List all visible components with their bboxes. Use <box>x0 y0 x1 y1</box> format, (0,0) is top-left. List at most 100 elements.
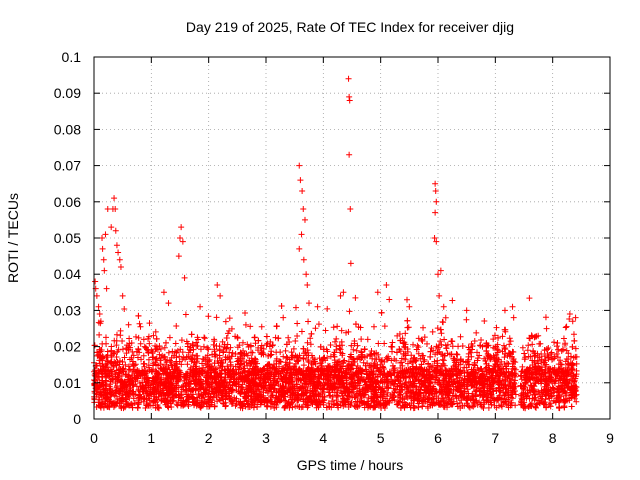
data-point <box>211 403 218 410</box>
data-point <box>573 367 580 374</box>
data-point <box>266 343 273 350</box>
data-point <box>427 353 434 360</box>
data-point <box>376 399 383 406</box>
data-point <box>308 330 315 337</box>
data-point <box>242 376 249 383</box>
data-point <box>381 365 388 372</box>
data-point <box>340 360 347 367</box>
data-point <box>143 396 150 403</box>
data-point <box>233 376 240 383</box>
data-point <box>410 394 417 401</box>
data-point <box>289 378 296 385</box>
data-point <box>163 399 170 406</box>
data-point <box>440 377 447 384</box>
data-point <box>123 396 130 403</box>
data-point <box>230 366 237 373</box>
data-point <box>273 357 280 364</box>
data-point <box>434 325 441 332</box>
data-point <box>563 376 570 383</box>
data-point <box>119 366 126 373</box>
data-point <box>289 404 296 411</box>
data-point <box>277 397 284 404</box>
data-point <box>145 374 152 381</box>
data-point <box>194 381 201 388</box>
data-point <box>216 371 223 378</box>
data-point <box>359 390 366 397</box>
data-point <box>364 353 371 360</box>
data-point <box>456 383 463 390</box>
data-point <box>264 363 271 370</box>
data-point <box>128 377 135 384</box>
data-point <box>441 352 448 359</box>
data-point <box>210 341 217 348</box>
data-point <box>354 385 361 392</box>
data-point <box>239 355 246 362</box>
data-point <box>533 404 540 411</box>
data-point <box>314 391 321 398</box>
data-point <box>272 395 279 402</box>
data-point <box>375 340 382 347</box>
data-point <box>527 353 534 360</box>
data-point <box>311 358 318 365</box>
data-point <box>328 368 335 375</box>
data-point <box>315 379 322 386</box>
data-point <box>227 344 234 351</box>
data-point <box>176 353 183 360</box>
data-point <box>570 372 577 379</box>
data-point <box>338 338 345 345</box>
data-point <box>573 353 580 360</box>
data-point <box>208 364 215 371</box>
data-point <box>502 376 509 383</box>
data-point <box>536 370 543 377</box>
data-point <box>237 391 244 398</box>
data-point <box>263 402 270 409</box>
data-point <box>156 351 163 358</box>
data-point <box>337 346 344 353</box>
data-point <box>326 362 333 369</box>
data-point <box>464 386 471 393</box>
data-point <box>424 377 431 384</box>
data-point <box>369 355 376 362</box>
data-point <box>532 394 539 401</box>
data-point <box>367 362 374 369</box>
data-point <box>292 360 299 367</box>
data-point <box>294 320 301 327</box>
data-point <box>358 348 365 355</box>
data-point <box>260 385 267 392</box>
data-point <box>415 350 422 357</box>
data-point <box>268 371 275 378</box>
data-point <box>481 317 488 324</box>
data-point <box>418 336 425 343</box>
data-point <box>189 372 196 379</box>
data-point <box>329 398 336 405</box>
data-point <box>179 356 186 363</box>
data-point <box>114 374 121 381</box>
chart-title: Day 219 of 2025, Rate Of TEC Index for r… <box>186 19 514 35</box>
data-point <box>150 389 157 396</box>
data-point <box>429 402 436 409</box>
data-point <box>111 402 118 409</box>
data-point <box>300 355 307 362</box>
data-point <box>320 385 327 392</box>
data-point <box>189 386 196 393</box>
data-point <box>364 360 371 367</box>
data-point <box>348 399 355 406</box>
data-point <box>408 370 415 377</box>
data-point <box>196 376 203 383</box>
data-point <box>245 385 252 392</box>
data-point <box>126 340 133 347</box>
data-point <box>263 387 270 394</box>
data-point <box>129 382 136 389</box>
data-point <box>459 402 466 409</box>
data-point <box>281 404 288 411</box>
data-point <box>343 383 350 390</box>
data-point <box>180 397 187 404</box>
data-point <box>493 404 500 411</box>
data-point <box>350 346 357 353</box>
data-point <box>260 345 267 352</box>
data-point <box>573 398 580 405</box>
data-point <box>106 386 113 393</box>
data-point <box>532 380 539 387</box>
data-point <box>410 403 417 410</box>
data-point <box>540 373 547 380</box>
